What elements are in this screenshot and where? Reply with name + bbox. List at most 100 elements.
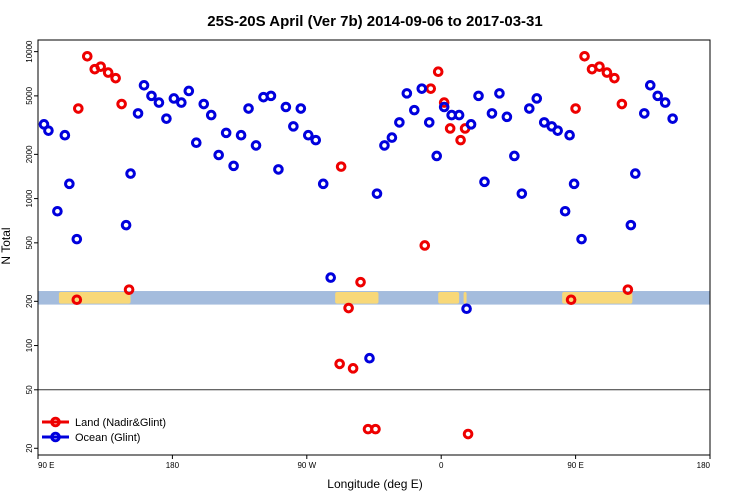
point-ocean-56 [516,188,528,199]
point-ocean-7 [125,168,136,179]
point-land-32 [622,284,634,295]
point-ocean-27 [273,164,284,175]
point-ocean-14 [176,97,187,108]
point-ocean-40 [401,88,413,99]
point-ocean-15 [183,85,195,97]
plot-frame [37,39,711,456]
map-strip-land-3 [463,292,467,304]
point-ocean-59 [538,117,550,128]
point-land-11 [334,358,345,370]
point-ocean-34 [325,272,336,283]
point-ocean-70 [652,90,664,102]
point-land-0 [71,294,83,306]
point-land-26 [579,50,590,62]
point-ocean-22 [235,129,247,141]
y-tick-label-8: 10000 [25,40,34,63]
point-ocean-36 [371,188,383,199]
point-land-9 [335,161,347,172]
point-land-5 [102,67,114,78]
point-ocean-18 [205,109,217,121]
point-ocean-9 [138,80,150,91]
point-land-8 [123,284,135,295]
point-ocean-33 [317,178,329,190]
point-ocean-55 [509,150,520,162]
point-ocean-63 [564,129,575,141]
point-ocean-49 [465,119,477,130]
x-tick-label-5: 180 [697,461,711,470]
point-ocean-20 [220,127,232,139]
point-ocean-48 [461,303,472,315]
point-ocean-16 [190,137,202,149]
point-land-31 [616,98,628,110]
point-ocean-62 [559,205,571,217]
point-ocean-66 [625,219,637,231]
map-strip-land-1 [335,292,379,304]
y-tick-label-4: 500 [25,236,34,250]
legend-ocean-marker [50,431,61,443]
point-ocean-26 [265,90,277,102]
point-ocean-41 [409,104,420,116]
point-ocean-10 [146,90,157,102]
point-ocean-57 [524,103,535,114]
point-ocean-31 [302,129,314,141]
point-ocean-32 [310,134,322,146]
point-land-17 [425,83,437,94]
y-tick-label-7: 5000 [25,86,34,104]
map-strip-land-0 [58,292,131,304]
point-ocean-21 [228,160,239,172]
point-ocean-19 [213,149,224,161]
point-ocean-58 [531,93,543,104]
point-ocean-13 [168,93,180,104]
point-ocean-4 [64,178,75,190]
point-ocean-72 [667,113,678,124]
point-ocean-23 [243,103,254,114]
point-land-15 [370,423,381,435]
point-ocean-24 [250,140,262,151]
point-land-21 [455,134,466,146]
y-tick-label-2: 100 [25,338,34,352]
point-ocean-35 [364,352,375,364]
x-tick-label-4: 90 E [567,461,583,470]
y-tick-label-1: 50 [25,385,34,394]
point-ocean-45 [438,101,450,113]
chart-title: 25S-20S April (Ver 7b) 2014-09-06 to 201… [207,13,542,30]
point-land-7 [116,98,127,110]
point-land-1 [73,103,84,114]
point-ocean-71 [659,97,671,108]
y-tick-label-3: 200 [25,294,34,308]
map-strip-land-4 [562,292,633,304]
point-ocean-54 [501,111,513,123]
point-ocean-43 [423,117,435,128]
point-ocean-12 [161,113,172,124]
x-axis-label: Longitude (deg E) [327,477,422,491]
point-ocean-11 [153,97,165,108]
legend-ocean-label: Ocean (Glint) [75,432,140,444]
point-ocean-5 [71,233,83,245]
point-land-12 [347,363,359,374]
point-ocean-47 [453,109,465,121]
x-tick-label-3: 0 [439,461,444,470]
point-land-18 [432,66,444,78]
point-land-25 [570,103,581,114]
point-ocean-68 [638,108,650,119]
plot-area: 20 50 100 200 500 1000 2000 5000 10000 90 E 180 90 … [25,39,711,470]
x-tick-label-2: 90 W [297,461,316,470]
point-land-23 [462,428,474,440]
y-tick-label-5: 1000 [25,189,34,207]
point-ocean-39 [394,117,405,128]
point-ocean-61 [552,125,563,136]
point-land-13 [355,276,366,288]
point-ocean-42 [416,83,428,94]
x-tick-label-0: 90 E [38,461,54,470]
point-ocean-52 [486,108,498,119]
point-ocean-65 [576,233,587,245]
point-ocean-69 [644,80,656,91]
point-ocean-8 [132,108,144,119]
point-land-28 [594,61,605,72]
point-ocean-53 [494,88,505,99]
point-land-24 [565,294,577,306]
point-ocean-30 [295,103,307,114]
point-land-30 [609,72,620,84]
point-ocean-1 [43,125,54,136]
